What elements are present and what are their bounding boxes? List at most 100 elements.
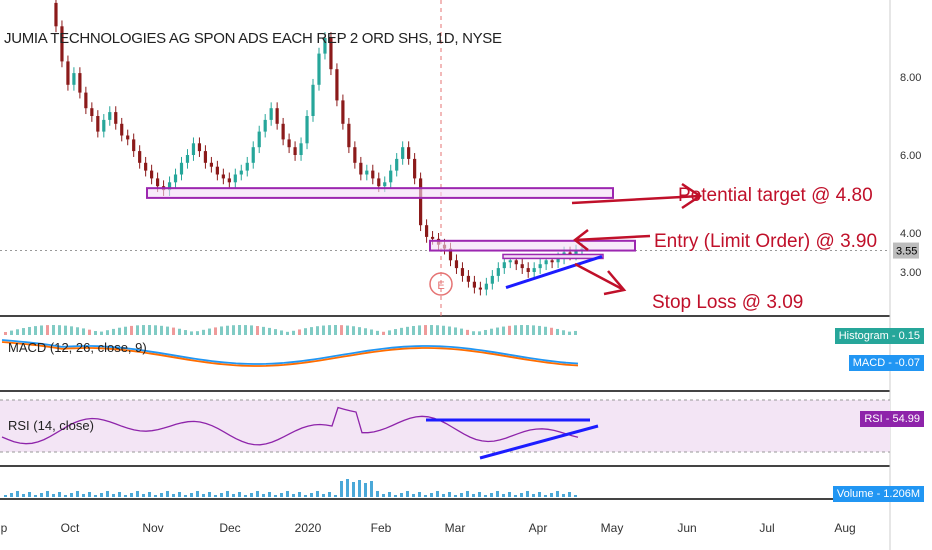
macd-histogram-bar: [112, 328, 115, 335]
candle-body: [257, 131, 261, 148]
volume-bar: [268, 492, 271, 497]
macd-histogram-bar: [430, 325, 433, 335]
volume-bar: [208, 492, 211, 497]
x-tick-label: 2020: [295, 521, 322, 535]
candle-body: [293, 147, 297, 155]
volume-bar: [112, 494, 115, 497]
candle-body: [359, 162, 363, 175]
volume-bar: [172, 494, 175, 497]
candle-body: [114, 112, 118, 124]
macd-histogram-bar: [388, 330, 391, 335]
entry-annotation: Entry (Limit Order) @ 3.90: [654, 231, 877, 252]
macd-histogram-bar: [382, 331, 385, 335]
macd-histogram-bar: [400, 327, 403, 335]
chart-title: JUMIA TECHNOLOGIES AG SPON ADS EACH REP …: [4, 30, 502, 47]
volume-bar: [454, 495, 457, 497]
volume-bar: [406, 491, 409, 497]
macd-histogram-bar: [292, 330, 295, 335]
volume-bar: [538, 492, 541, 497]
macd-histogram-bar: [394, 329, 397, 335]
y-tick-label: 4.00: [900, 228, 921, 240]
candle-body: [347, 123, 351, 148]
volume-bar: [88, 492, 91, 497]
candle-body: [448, 248, 453, 261]
macd-histogram-bar: [490, 328, 493, 335]
macd-histogram-bar: [574, 330, 577, 335]
volume-bar: [526, 491, 529, 497]
volume-bar: [58, 492, 61, 497]
volume-bar: [82, 494, 85, 497]
macd-histogram-bar: [190, 331, 193, 335]
volume-bar: [28, 492, 31, 497]
macd-histogram-bar: [124, 326, 127, 335]
macd-histogram-bar: [100, 331, 103, 335]
volume-bar: [334, 495, 337, 497]
macd-histogram-bar: [526, 325, 529, 335]
volume-bar: [190, 493, 193, 497]
volume-bar: [16, 491, 19, 497]
macd-histogram-bar: [436, 325, 439, 335]
volume-bar: [370, 481, 373, 497]
candle-body: [424, 225, 429, 237]
macd-histogram-bar: [208, 328, 211, 335]
macd-histogram-bar: [184, 330, 187, 335]
volume-bar: [520, 493, 523, 497]
x-tick-label: Mar: [445, 521, 466, 535]
candle-body: [239, 170, 243, 175]
candle-body: [454, 260, 459, 269]
macd-histogram-bar: [166, 326, 169, 335]
candle-body: [185, 155, 190, 163]
candle-body: [407, 147, 411, 159]
macd-histogram-bar: [346, 325, 349, 335]
volume-bar: [202, 494, 205, 497]
volume-bar: [316, 491, 319, 497]
y-tick-label: 8.00: [900, 72, 921, 84]
candle-body: [460, 268, 465, 276]
macd-histogram-bar: [250, 325, 253, 335]
macd-histogram-bar: [304, 328, 307, 335]
x-tick-label: Oct: [61, 521, 80, 535]
volume-bar: [148, 492, 151, 497]
macd-badge: MACD - -0.07: [848, 355, 924, 371]
volume-bar: [328, 492, 331, 497]
volume-bar: [106, 491, 109, 497]
candle-body: [120, 123, 124, 136]
volume-bar: [436, 491, 439, 497]
macd-histogram-bar: [52, 325, 55, 335]
macd-histogram-bar: [496, 327, 499, 335]
rsi-line: [1, 406, 579, 446]
candle-body: [371, 170, 375, 179]
volume-bar: [304, 495, 307, 497]
candle-body: [227, 178, 231, 183]
volume-bar: [346, 479, 349, 497]
volume-bar: [214, 495, 217, 497]
candle-body: [138, 151, 142, 163]
macd-histogram-bar: [502, 326, 505, 335]
volume-bar: [286, 491, 289, 497]
candle-body: [389, 170, 393, 183]
volume-bar: [340, 481, 343, 497]
volume-bar: [256, 491, 259, 497]
volume-bar: [472, 494, 475, 497]
macd-histogram-bar: [532, 325, 535, 335]
volume-bar: [466, 491, 469, 497]
macd-histogram-bar: [16, 329, 19, 335]
macd-histogram-bar: [244, 325, 247, 335]
macd-histogram-bar: [154, 325, 157, 335]
macd-histogram-bar: [280, 330, 283, 335]
volume-bar: [550, 493, 553, 497]
candle-body: [341, 100, 345, 124]
macd-histogram-bar: [178, 328, 181, 335]
candle-body: [263, 119, 267, 132]
candle-body: [144, 162, 148, 171]
candle-body: [317, 53, 321, 85]
macd-histogram-bar: [10, 330, 13, 335]
macd-histogram-bar: [538, 325, 541, 335]
volume-bar: [10, 493, 13, 497]
volume-bar: [364, 483, 367, 497]
macd-histogram-bar: [412, 325, 415, 335]
volume-bar: [52, 494, 55, 497]
candle-body: [197, 143, 202, 152]
macd-histogram-bar: [256, 326, 259, 335]
